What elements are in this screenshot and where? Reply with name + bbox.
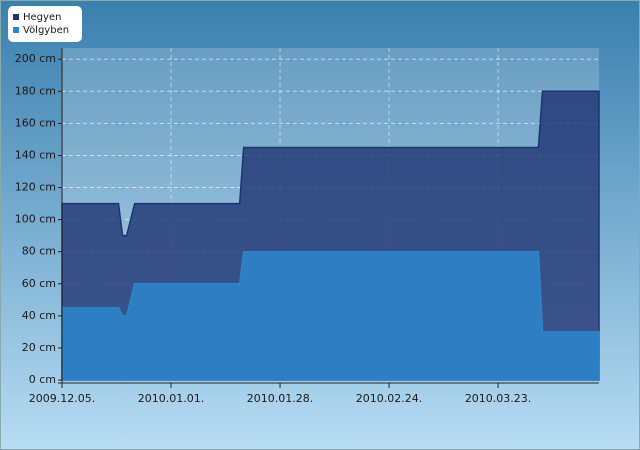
y-tick-label: 100 cm (15, 213, 56, 226)
x-tick-label: 2010.01.01. (138, 392, 204, 405)
legend-box (8, 6, 82, 42)
y-tick-label: 40 cm (22, 309, 56, 322)
legend-label: Hegyen (23, 12, 61, 23)
y-tick-label: 60 cm (22, 277, 56, 290)
x-tick-label: 2009.12.05. (29, 392, 95, 405)
y-tick-label: 0 cm (29, 373, 56, 386)
area (61, 250, 600, 381)
x-tick-label: 2010.01.28. (247, 392, 313, 405)
legend-label: Völgyben (23, 25, 69, 36)
y-tick-label: 200 cm (15, 52, 56, 65)
y-tick-label: 20 cm (22, 341, 56, 354)
x-tick-label: 2010.02.24. (356, 392, 422, 405)
y-tick-label: 140 cm (15, 148, 56, 161)
legend-swatch (13, 14, 19, 20)
x-tick-label: 2010.03.23. (465, 392, 531, 405)
y-tick-label: 120 cm (15, 181, 56, 194)
y-tick-label: 180 cm (15, 84, 56, 97)
y-tick-label: 80 cm (22, 245, 56, 258)
legend: Hegyen Völgyben (8, 6, 82, 42)
y-tick-label: 160 cm (15, 116, 56, 129)
legend-swatch (13, 27, 19, 33)
